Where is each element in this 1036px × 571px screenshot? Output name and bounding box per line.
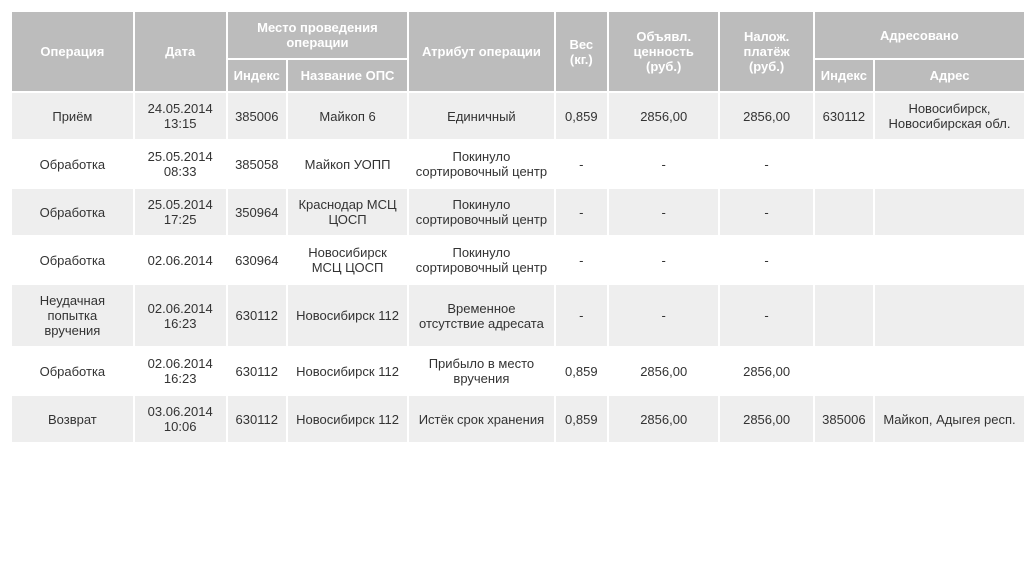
cell-addr-addr (875, 348, 1024, 394)
col-declared: Объявл. ценность (руб.) (609, 12, 719, 91)
col-operation: Операция (12, 12, 133, 91)
cell-operation: Обработка (12, 141, 133, 187)
cell-cod: - (720, 285, 812, 346)
col-weight: Вес (кг.) (556, 12, 607, 91)
cell-operation: Обработка (12, 237, 133, 283)
cell-declared: - (609, 141, 719, 187)
table-header: Операция Дата Место проведения операции … (12, 12, 1024, 91)
col-attribute: Атрибут операции (409, 12, 553, 91)
cell-loc-name: Новосибирск 112 (288, 348, 407, 394)
cell-loc-index: 350964 (228, 189, 286, 235)
cell-attribute: Прибыло в место вручения (409, 348, 553, 394)
cell-operation: Обработка (12, 189, 133, 235)
cell-weight: - (556, 285, 607, 346)
cell-date: 02.06.2014 16:23 (135, 348, 226, 394)
cell-loc-index: 630964 (228, 237, 286, 283)
cell-loc-index: 385058 (228, 141, 286, 187)
cell-date: 02.06.2014 16:23 (135, 285, 226, 346)
cell-loc-name: Новосибирск МСЦ ЦОСП (288, 237, 407, 283)
cell-weight: - (556, 189, 607, 235)
cell-addr-addr (875, 285, 1024, 346)
cell-attribute: Покинуло сортировочный центр (409, 141, 553, 187)
table-row: Обработка02.06.2014630964Новосибирск МСЦ… (12, 237, 1024, 283)
cell-loc-index: 630112 (228, 285, 286, 346)
table-row: Неудачная попытка вручения02.06.2014 16:… (12, 285, 1024, 346)
table-row: Приём24.05.2014 13:15385006Майкоп 6Едини… (12, 93, 1024, 139)
cell-addr-index (815, 237, 873, 283)
cell-cod: 2856,00 (720, 93, 812, 139)
cell-addr-addr: Майкоп, Адыгея респ. (875, 396, 1024, 442)
tracking-table: Операция Дата Место проведения операции … (10, 10, 1026, 444)
cell-cod: - (720, 189, 812, 235)
cell-date: 03.06.2014 10:06 (135, 396, 226, 442)
cell-loc-index: 630112 (228, 396, 286, 442)
cell-attribute: Покинуло сортировочный центр (409, 189, 553, 235)
cell-addr-index: 385006 (815, 396, 873, 442)
cell-addr-index (815, 285, 873, 346)
cell-cod: - (720, 141, 812, 187)
cell-addr-addr (875, 189, 1024, 235)
cell-loc-name: Майкоп 6 (288, 93, 407, 139)
col-addr-group: Адресовано (815, 12, 1024, 58)
cell-declared: - (609, 189, 719, 235)
cell-cod: 2856,00 (720, 396, 812, 442)
cell-cod: - (720, 237, 812, 283)
cell-addr-addr (875, 237, 1024, 283)
cell-loc-index: 385006 (228, 93, 286, 139)
col-addr-index: Индекс (815, 60, 873, 91)
cell-loc-name: Новосибирск 112 (288, 396, 407, 442)
cell-addr-index: 630112 (815, 93, 873, 139)
cell-attribute: Покинуло сортировочный центр (409, 237, 553, 283)
cell-addr-index (815, 189, 873, 235)
cell-operation: Возврат (12, 396, 133, 442)
table-row: Обработка25.05.2014 08:33385058Майкоп УО… (12, 141, 1024, 187)
cell-attribute: Единичный (409, 93, 553, 139)
cell-attribute: Временное отсутствие адресата (409, 285, 553, 346)
cell-declared: 2856,00 (609, 348, 719, 394)
cell-date: 02.06.2014 (135, 237, 226, 283)
cell-operation: Приём (12, 93, 133, 139)
cell-date: 25.05.2014 17:25 (135, 189, 226, 235)
cell-addr-addr (875, 141, 1024, 187)
cell-weight: 0,859 (556, 396, 607, 442)
col-cod: Налож. платёж (руб.) (720, 12, 812, 91)
cell-loc-index: 630112 (228, 348, 286, 394)
cell-declared: - (609, 285, 719, 346)
cell-weight: - (556, 141, 607, 187)
cell-operation: Обработка (12, 348, 133, 394)
table-row: Обработка25.05.2014 17:25350964Краснодар… (12, 189, 1024, 235)
cell-date: 25.05.2014 08:33 (135, 141, 226, 187)
cell-addr-index (815, 141, 873, 187)
cell-weight: 0,859 (556, 93, 607, 139)
cell-declared: 2856,00 (609, 93, 719, 139)
cell-declared: - (609, 237, 719, 283)
table-body: Приём24.05.2014 13:15385006Майкоп 6Едини… (12, 93, 1024, 442)
cell-weight: 0,859 (556, 348, 607, 394)
cell-weight: - (556, 237, 607, 283)
cell-loc-name: Новосибирск 112 (288, 285, 407, 346)
col-addr-addr: Адрес (875, 60, 1024, 91)
cell-operation: Неудачная попытка вручения (12, 285, 133, 346)
col-date: Дата (135, 12, 226, 91)
cell-addr-addr: Новосибирск, Новосибирская обл. (875, 93, 1024, 139)
table-row: Обработка02.06.2014 16:23630112Новосибир… (12, 348, 1024, 394)
col-location-name: Название ОПС (288, 60, 407, 91)
cell-cod: 2856,00 (720, 348, 812, 394)
table-row: Возврат03.06.2014 10:06630112Новосибирск… (12, 396, 1024, 442)
col-location-index: Индекс (228, 60, 286, 91)
cell-loc-name: Майкоп УОПП (288, 141, 407, 187)
cell-loc-name: Краснодар МСЦ ЦОСП (288, 189, 407, 235)
cell-date: 24.05.2014 13:15 (135, 93, 226, 139)
cell-addr-index (815, 348, 873, 394)
cell-declared: 2856,00 (609, 396, 719, 442)
cell-attribute: Истёк срок хранения (409, 396, 553, 442)
col-location-group: Место проведения операции (228, 12, 408, 58)
